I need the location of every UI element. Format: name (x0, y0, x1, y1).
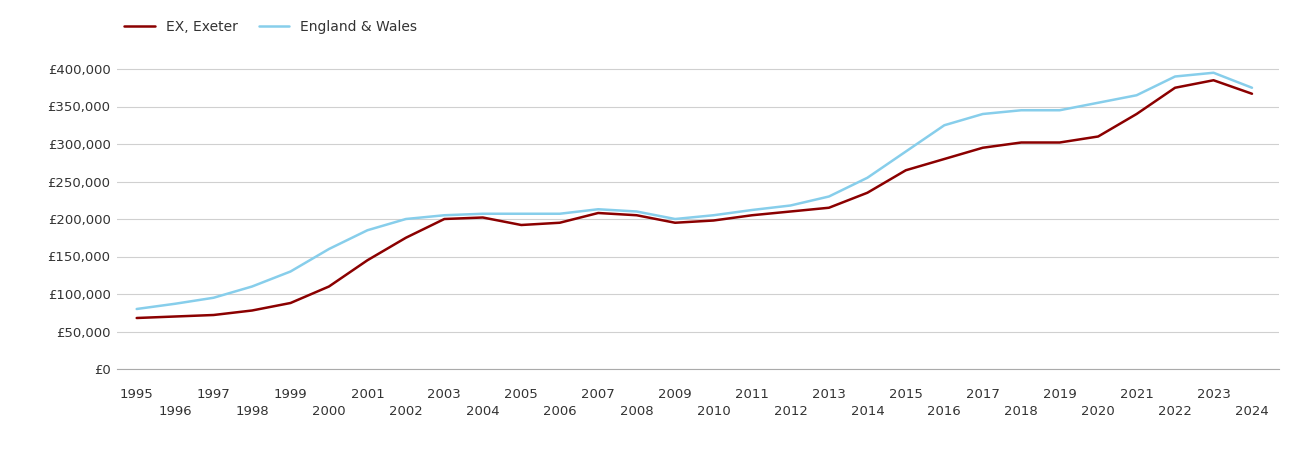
EX, Exeter (206, 312, 222, 318)
Text: 1995: 1995 (120, 388, 154, 401)
Text: 2010: 2010 (697, 405, 731, 418)
EX, Exeter (1206, 77, 1221, 83)
Text: 2011: 2011 (735, 388, 769, 401)
EX, Exeter (821, 205, 837, 211)
Text: 2019: 2019 (1043, 388, 1077, 401)
Line: EX, Exeter: EX, Exeter (137, 80, 1251, 318)
England & Wales (129, 306, 145, 312)
England & Wales (860, 175, 876, 180)
EX, Exeter (552, 220, 568, 225)
Text: 2020: 2020 (1082, 405, 1114, 418)
EX, Exeter (590, 210, 606, 216)
England & Wales (167, 301, 183, 306)
Text: 2021: 2021 (1120, 388, 1154, 401)
EX, Exeter (1090, 134, 1105, 139)
EX, Exeter (744, 212, 760, 218)
England & Wales (783, 203, 799, 208)
EX, Exeter (667, 220, 683, 225)
England & Wales (898, 149, 913, 154)
England & Wales (706, 212, 722, 218)
Text: 2013: 2013 (812, 388, 846, 401)
England & Wales (937, 122, 953, 128)
Text: 2000: 2000 (312, 405, 346, 418)
EX, Exeter (513, 222, 529, 228)
Text: 1997: 1997 (197, 388, 231, 401)
EX, Exeter (629, 212, 645, 218)
England & Wales (436, 212, 452, 218)
Text: 1996: 1996 (158, 405, 192, 418)
EX, Exeter (398, 235, 414, 240)
England & Wales (513, 211, 529, 216)
Text: 2004: 2004 (466, 405, 500, 418)
Text: 1998: 1998 (235, 405, 269, 418)
England & Wales (244, 284, 260, 289)
Text: 2024: 2024 (1235, 405, 1268, 418)
Text: 1999: 1999 (274, 388, 307, 401)
England & Wales (475, 211, 491, 216)
Text: 2001: 2001 (351, 388, 384, 401)
Text: 2005: 2005 (505, 388, 538, 401)
England & Wales (744, 207, 760, 213)
England & Wales (629, 209, 645, 214)
EX, Exeter (283, 300, 299, 306)
Text: 2022: 2022 (1158, 405, 1191, 418)
EX, Exeter (129, 315, 145, 321)
England & Wales (398, 216, 414, 222)
Text: 2014: 2014 (851, 405, 885, 418)
EX, Exeter (1244, 91, 1259, 96)
EX, Exeter (937, 156, 953, 162)
Text: 2012: 2012 (774, 405, 808, 418)
Text: 2018: 2018 (1005, 405, 1037, 418)
England & Wales (1129, 93, 1144, 98)
Text: 2017: 2017 (966, 388, 1000, 401)
EX, Exeter (475, 215, 491, 220)
Text: 2002: 2002 (389, 405, 423, 418)
England & Wales (1014, 108, 1030, 113)
England & Wales (1206, 70, 1221, 76)
Text: 2008: 2008 (620, 405, 654, 418)
EX, Exeter (783, 209, 799, 214)
Text: 2003: 2003 (428, 388, 461, 401)
Text: 2015: 2015 (889, 388, 923, 401)
EX, Exeter (860, 190, 876, 195)
England & Wales (552, 211, 568, 216)
Text: 2016: 2016 (928, 405, 962, 418)
EX, Exeter (360, 257, 376, 263)
EX, Exeter (436, 216, 452, 222)
EX, Exeter (167, 314, 183, 319)
England & Wales (590, 207, 606, 212)
England & Wales (821, 194, 837, 199)
EX, Exeter (1014, 140, 1030, 145)
EX, Exeter (321, 284, 337, 289)
Legend: EX, Exeter, England & Wales: EX, Exeter, England & Wales (124, 20, 418, 34)
EX, Exeter (1052, 140, 1067, 145)
England & Wales (321, 246, 337, 252)
EX, Exeter (1167, 85, 1182, 90)
Text: 2009: 2009 (658, 388, 692, 401)
EX, Exeter (975, 145, 990, 150)
EX, Exeter (1129, 111, 1144, 117)
EX, Exeter (706, 218, 722, 223)
Text: 2007: 2007 (581, 388, 615, 401)
England & Wales (360, 228, 376, 233)
England & Wales (206, 295, 222, 301)
England & Wales (975, 111, 990, 117)
Line: England & Wales: England & Wales (137, 73, 1251, 309)
England & Wales (1052, 108, 1067, 113)
Text: 2006: 2006 (543, 405, 577, 418)
Text: 2023: 2023 (1197, 388, 1231, 401)
England & Wales (1167, 74, 1182, 79)
EX, Exeter (244, 308, 260, 313)
England & Wales (1244, 85, 1259, 90)
England & Wales (667, 216, 683, 222)
England & Wales (1090, 100, 1105, 105)
England & Wales (283, 269, 299, 274)
EX, Exeter (898, 167, 913, 173)
